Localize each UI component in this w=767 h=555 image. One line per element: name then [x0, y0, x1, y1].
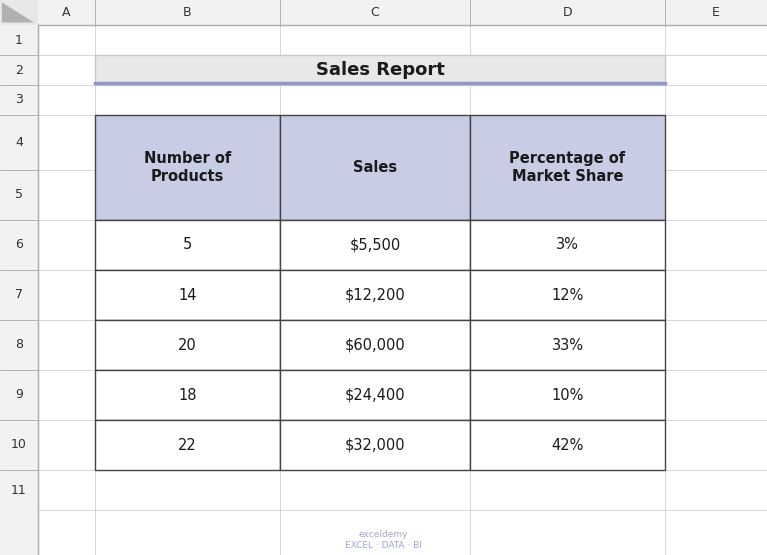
Bar: [280, 270, 470, 320]
Text: 33%: 33%: [551, 337, 584, 352]
Text: Number of
Products: Number of Products: [144, 152, 231, 184]
Text: Sales Report: Sales Report: [315, 61, 444, 79]
Text: exceldemy
EXCEL · DATA · BI: exceldemy EXCEL · DATA · BI: [345, 529, 422, 551]
Text: Sales: Sales: [353, 160, 397, 175]
Bar: [95, 220, 280, 270]
Text: 42%: 42%: [551, 437, 584, 452]
Bar: [280, 320, 470, 370]
Text: 12%: 12%: [551, 287, 584, 302]
Bar: [280, 220, 470, 270]
Text: C: C: [370, 6, 380, 19]
Text: 9: 9: [15, 388, 23, 401]
Text: $32,000: $32,000: [344, 437, 405, 452]
Bar: [470, 270, 665, 320]
Bar: [280, 420, 470, 470]
Text: A: A: [62, 6, 71, 19]
Text: 5: 5: [15, 189, 23, 201]
Bar: [470, 115, 665, 220]
Bar: [95, 115, 280, 220]
Text: $60,000: $60,000: [344, 337, 406, 352]
Text: 11: 11: [12, 483, 27, 497]
Bar: [470, 320, 665, 370]
Text: $24,400: $24,400: [344, 387, 405, 402]
Bar: [470, 370, 665, 420]
Text: 2: 2: [15, 63, 23, 77]
Bar: [0, 0, 38, 555]
Polygon shape: [2, 3, 35, 23]
Text: 3: 3: [15, 93, 23, 107]
Text: 8: 8: [15, 339, 23, 351]
Text: 22: 22: [178, 437, 197, 452]
Text: $12,200: $12,200: [344, 287, 406, 302]
Bar: [95, 55, 665, 85]
Text: 18: 18: [178, 387, 197, 402]
Bar: [470, 220, 665, 270]
Text: 10: 10: [11, 438, 27, 452]
Bar: [470, 420, 665, 470]
Text: 7: 7: [15, 289, 23, 301]
Text: 6: 6: [15, 239, 23, 251]
Bar: [0, 0, 38, 25]
Bar: [280, 370, 470, 420]
Text: 5: 5: [183, 238, 192, 253]
Text: 3%: 3%: [556, 238, 579, 253]
Text: 20: 20: [178, 337, 197, 352]
Text: Percentage of
Market Share: Percentage of Market Share: [509, 152, 626, 184]
Bar: [95, 370, 280, 420]
Bar: [95, 320, 280, 370]
Text: 14: 14: [178, 287, 197, 302]
Text: 4: 4: [15, 136, 23, 149]
Text: $5,500: $5,500: [350, 238, 400, 253]
Text: D: D: [563, 6, 572, 19]
Text: 1: 1: [15, 33, 23, 47]
Bar: [95, 270, 280, 320]
Bar: [0, 0, 767, 25]
Bar: [95, 420, 280, 470]
Text: E: E: [712, 6, 720, 19]
Text: B: B: [183, 6, 192, 19]
Text: 10%: 10%: [551, 387, 584, 402]
Bar: [280, 115, 470, 220]
